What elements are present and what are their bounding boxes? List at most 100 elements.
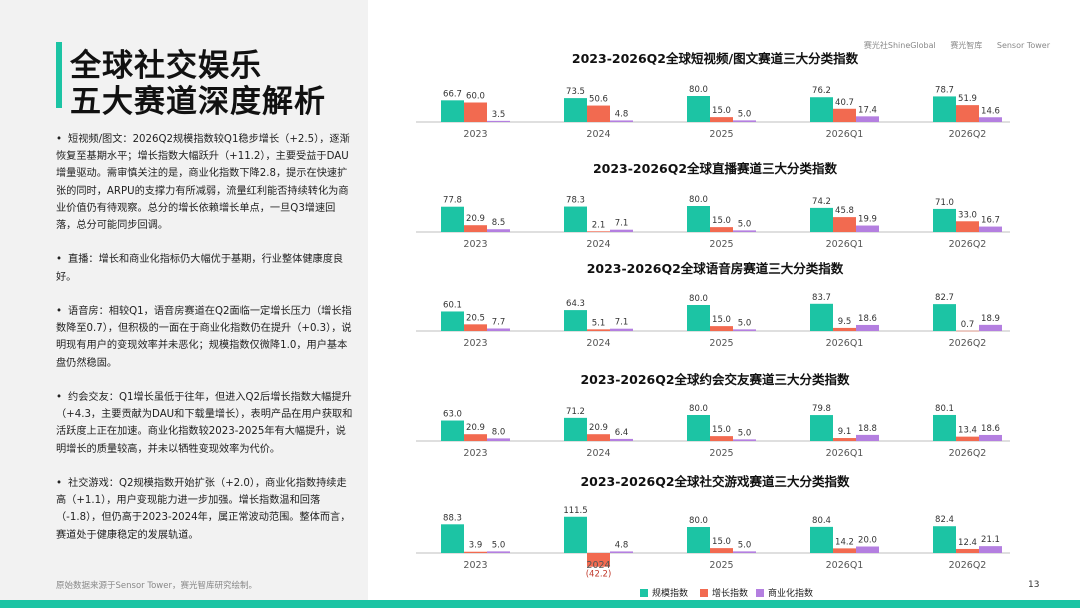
bar-scale bbox=[687, 206, 710, 232]
data-label: 63.0 bbox=[443, 410, 462, 420]
data-label: 14.2 bbox=[835, 537, 854, 547]
bar-growth bbox=[464, 225, 487, 232]
data-label: 13.4 bbox=[958, 426, 977, 436]
data-label: 15.0 bbox=[712, 537, 731, 547]
data-label: 5.0 bbox=[738, 540, 752, 550]
category-tick-label: 2023 bbox=[463, 129, 487, 140]
data-label: 80.0 bbox=[689, 516, 708, 526]
source-footnote: 原始数据来源于Sensor Tower，赛光智库研究绘制。 bbox=[56, 581, 257, 591]
data-label: 5.0 bbox=[738, 219, 752, 229]
category-tick-label: 2026Q1 bbox=[826, 560, 864, 571]
bar-growth bbox=[464, 102, 487, 122]
data-label: 18.6 bbox=[981, 424, 1000, 434]
bar-monetization bbox=[733, 329, 756, 331]
data-label: 5.0 bbox=[738, 428, 752, 438]
bar-growth bbox=[833, 108, 856, 122]
bar-growth bbox=[956, 330, 979, 332]
bar-growth bbox=[956, 105, 979, 122]
data-label: 79.8 bbox=[812, 404, 831, 414]
data-label: 80.0 bbox=[689, 294, 708, 304]
bar-monetization bbox=[610, 438, 633, 441]
sensor-tower-logo: Sensor Tower bbox=[996, 41, 1050, 50]
data-label: 45.8 bbox=[835, 206, 854, 216]
bar-scale bbox=[441, 100, 464, 122]
category-tick-label: 2023 bbox=[463, 560, 487, 571]
bullet-dot-icon: • bbox=[56, 478, 63, 489]
bar-monetization bbox=[856, 116, 879, 122]
data-label: 71.0 bbox=[935, 198, 954, 208]
bar-monetization bbox=[487, 438, 510, 441]
paragraph-text: 社交游戏：Q2规模指数开始扩张（+2.0），商业化指数持续走高（+1.1），用户… bbox=[56, 478, 351, 541]
data-label: 50.6 bbox=[589, 95, 608, 105]
data-label: 51.9 bbox=[958, 94, 977, 104]
paragraph-live: • 直播：增长和商业化指标仍大幅优于基期，行业整体健康度良好。 bbox=[56, 251, 354, 285]
bar-growth bbox=[710, 117, 733, 122]
bar-scale bbox=[933, 526, 956, 553]
data-label: 9.1 bbox=[838, 427, 852, 437]
chart-title: 2023-2026Q2全球约会交友赛道三大分类指数 bbox=[580, 372, 850, 387]
legend-item-monetization: 商业化指数 bbox=[756, 586, 813, 599]
bar-growth bbox=[587, 434, 610, 441]
bar-growth bbox=[956, 548, 979, 553]
data-label: 15.0 bbox=[712, 315, 731, 325]
data-label: 7.1 bbox=[615, 318, 629, 328]
paragraph-text: 短视频/图文：2026Q2规模指数较Q1稳步增长（+2.5），逐渐恢复至基期水平… bbox=[56, 134, 350, 232]
category-tick-label: 2026Q1 bbox=[826, 338, 864, 349]
data-label: 20.9 bbox=[466, 214, 485, 224]
bar-scale bbox=[441, 206, 464, 232]
bar-scale bbox=[441, 311, 464, 331]
data-label: 5.1 bbox=[592, 318, 606, 328]
bar-scale bbox=[687, 96, 710, 122]
data-label: 73.5 bbox=[566, 87, 585, 97]
data-label: 21.1 bbox=[981, 535, 1000, 545]
data-label: 12.4 bbox=[958, 538, 977, 548]
bar-monetization bbox=[856, 324, 879, 331]
bar-growth bbox=[833, 438, 856, 441]
data-label: 4.8 bbox=[615, 109, 629, 119]
bar-monetization bbox=[487, 328, 510, 331]
category-tick-label: 2023 bbox=[463, 448, 487, 459]
bar-scale bbox=[933, 96, 956, 122]
data-label: 8.5 bbox=[492, 218, 506, 228]
data-label: 7.7 bbox=[492, 317, 506, 327]
bar-scale bbox=[810, 415, 833, 441]
data-label: 82.4 bbox=[935, 515, 954, 525]
bar-monetization bbox=[856, 546, 879, 553]
bar-scale bbox=[564, 310, 587, 331]
data-label: 20.9 bbox=[466, 423, 485, 433]
category-tick-label: 2024 bbox=[586, 129, 610, 140]
category-tick-label: 2023 bbox=[463, 338, 487, 349]
data-label: 20.0 bbox=[858, 536, 877, 546]
bar-scale bbox=[441, 524, 464, 553]
data-label: 40.7 bbox=[835, 98, 854, 108]
paragraph-text: 语音房：相较Q1，语音房赛道在Q2面临一定增长压力（增长指数降至0.7），但积极… bbox=[56, 306, 352, 369]
data-label: 111.5 bbox=[563, 506, 587, 516]
data-label: 5.0 bbox=[738, 318, 752, 328]
bar-growth bbox=[464, 551, 487, 553]
data-label: 18.9 bbox=[981, 314, 1000, 324]
data-label: 60.1 bbox=[443, 300, 462, 310]
bar-monetization bbox=[610, 328, 633, 331]
bar-monetization bbox=[733, 120, 756, 122]
bar-scale bbox=[933, 414, 956, 441]
bar-scale bbox=[933, 208, 956, 232]
legend-label: 增长指数 bbox=[712, 589, 749, 599]
bar-growth bbox=[956, 221, 979, 232]
bar-scale bbox=[564, 417, 587, 441]
bar-monetization bbox=[733, 230, 756, 232]
bar-growth bbox=[833, 548, 856, 553]
bullet-dot-icon: • bbox=[56, 254, 63, 266]
bar-monetization bbox=[733, 551, 756, 553]
bar-scale bbox=[810, 207, 833, 232]
chart-title: 2023-2026Q2全球短视频/图文赛道三大分类指数 bbox=[572, 51, 859, 66]
bar-growth bbox=[833, 327, 856, 331]
data-label: 18.8 bbox=[858, 424, 877, 434]
bar-scale bbox=[933, 304, 956, 331]
bar-growth bbox=[587, 553, 610, 567]
data-label: 5.0 bbox=[738, 109, 752, 119]
bar-growth bbox=[587, 329, 610, 331]
category-tick-label: 2024 bbox=[586, 448, 610, 459]
category-tick-label: 2026Q2 bbox=[949, 448, 987, 459]
bar-monetization bbox=[487, 120, 510, 122]
